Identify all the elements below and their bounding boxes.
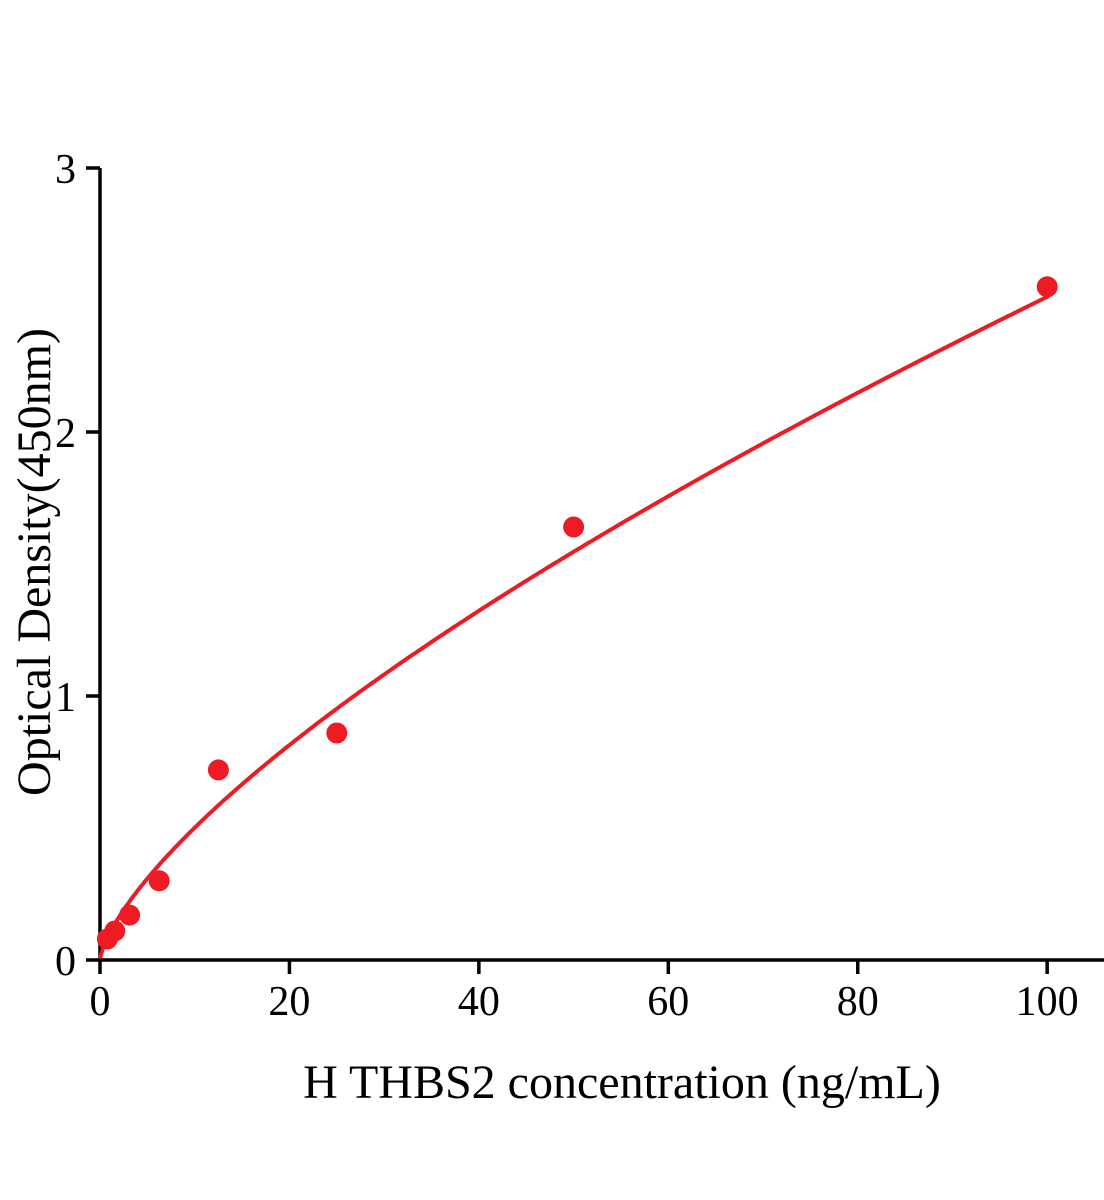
y-axis-label: Optical Density(450nm)	[8, 328, 61, 796]
x-tick-label: 100	[1016, 979, 1079, 1025]
plot-area: 0 20 40 60 80 100 0 1 2 3	[55, 147, 1104, 1025]
data-point	[207, 759, 229, 781]
x-tick-label: 40	[458, 979, 500, 1025]
x-tick-label: 20	[268, 979, 310, 1025]
x-axis-label: H THBS2 concentration (ng/mL)	[303, 1056, 941, 1109]
data-point	[119, 904, 141, 926]
y-tick-label: 2	[55, 411, 76, 457]
x-tick-label: 0	[90, 979, 111, 1025]
x-tick-label: 80	[837, 979, 879, 1025]
fit-curve	[98, 294, 1050, 959]
x-tick-label: 60	[647, 979, 689, 1025]
y-tick-label: 3	[55, 147, 76, 193]
data-point	[104, 920, 126, 942]
data-point	[1036, 276, 1058, 298]
data-point	[326, 722, 348, 744]
y-tick-label: 0	[55, 939, 76, 985]
y-tick-label: 1	[55, 675, 76, 721]
data-point	[148, 870, 170, 892]
data-point	[563, 516, 585, 538]
